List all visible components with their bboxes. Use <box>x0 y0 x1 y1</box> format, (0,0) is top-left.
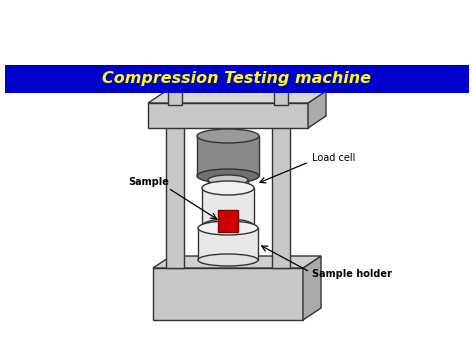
Text: Sample: Sample <box>128 177 169 187</box>
Bar <box>274 85 288 105</box>
Bar <box>168 85 182 105</box>
Bar <box>153 268 303 320</box>
Ellipse shape <box>202 219 254 233</box>
Text: Sample holder: Sample holder <box>312 269 392 279</box>
Bar <box>272 103 290 268</box>
Bar <box>148 103 308 128</box>
Polygon shape <box>153 256 321 268</box>
Ellipse shape <box>197 169 259 183</box>
Bar <box>218 210 238 232</box>
Bar <box>5 65 469 93</box>
Bar <box>166 103 184 268</box>
Polygon shape <box>303 256 321 320</box>
Ellipse shape <box>198 254 258 266</box>
Text: Compression Testing machine: Compression Testing machine <box>102 71 372 86</box>
Polygon shape <box>308 91 326 128</box>
Ellipse shape <box>208 175 248 185</box>
Bar <box>202 188 254 226</box>
Text: Load cell: Load cell <box>312 153 356 163</box>
Bar <box>197 136 259 176</box>
Bar <box>208 180 248 188</box>
Polygon shape <box>148 91 326 103</box>
Bar <box>198 228 258 260</box>
Ellipse shape <box>197 129 259 143</box>
Ellipse shape <box>198 221 258 235</box>
Ellipse shape <box>202 181 254 195</box>
